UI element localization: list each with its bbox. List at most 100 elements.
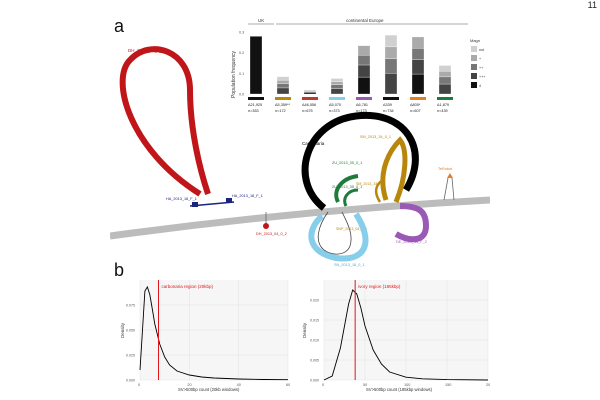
y-tick-label: 0.075 [126, 303, 135, 307]
legend-label: 4 [479, 84, 481, 88]
blue-sv-label-right: HA_2013_18_F_1 [232, 194, 263, 198]
legend-label: +++ [479, 75, 485, 79]
y-axis-label: Population frequency [231, 51, 237, 98]
gold-small-label: SM_2013_34_0_1 [356, 182, 385, 186]
category-n: n=172 [275, 109, 286, 113]
y-tick-label: 0.000 [310, 378, 319, 382]
orange-sv-label: TeRobot [438, 167, 453, 171]
right-margin [490, 0, 600, 400]
legend-label: not [479, 48, 484, 52]
density-curve [139, 285, 289, 381]
blue-sv-label-left: HA_2013_18_F_1 [166, 197, 197, 201]
category-label: Δ5,359** [275, 103, 291, 107]
chromosome-backbone [110, 196, 490, 240]
category-label: Δ46,556 [302, 103, 316, 107]
x-axis-label: SV>500bp count (20kb windows) [178, 387, 240, 392]
category-label: Δ339 [383, 103, 392, 107]
x-tick-label: 200 [486, 383, 490, 387]
tan-sv-outline [317, 211, 352, 255]
gold-sv-loop [380, 136, 408, 203]
purple-sv-label: DE_2013_14_F_2 [396, 240, 427, 244]
category-n: n=439 [437, 109, 448, 113]
panel-b-letter: b [114, 260, 125, 280]
y-tick-label: 0.020 [310, 298, 319, 302]
category-n: n=607 [410, 109, 421, 113]
category-label: Δ21,925 [248, 103, 262, 107]
y-tick-label: 0.1 [239, 72, 244, 76]
legend-swatch [471, 82, 477, 88]
category-color-swatch [356, 97, 372, 100]
left-margin [0, 0, 110, 400]
tan-sv-label: SNP_2013_04_0_1 [336, 227, 367, 231]
x-tick-label: 100 [404, 383, 410, 387]
x-tick-label: 20 [187, 383, 191, 387]
y-ticks: 0.0 0.1 0.2 0.3 [239, 31, 244, 97]
category-label: Δ6,781 [356, 103, 368, 107]
legend-swatch [471, 55, 477, 61]
bars [249, 34, 452, 95]
carbonaria-label: Carbonaria [302, 141, 325, 146]
orange-sv-marker [447, 173, 453, 178]
region-label: ivory region (185kbp) [358, 284, 401, 289]
category-color-swatch [410, 97, 426, 100]
category-labels: Δ21,925 n=353 Δ5,359** n=172 Δ46,556 n=675 Δ5,… [248, 97, 453, 113]
green-bottom-label: ZU_2013_05_0_1 [332, 185, 362, 189]
bar-segment [276, 76, 290, 81]
bar-segment [330, 78, 344, 82]
x-ticks: 0 20 40 60 [138, 383, 290, 387]
europe-group-label: continental Europe [346, 18, 384, 23]
legend-swatch [471, 73, 477, 79]
density-plot-carbonaria: 0 20 40 60 0.000 0.025 0.050 0.075 carbonaria … [120, 280, 290, 392]
x-tick-label: 0 [138, 383, 140, 387]
category-n: n=353 [248, 109, 259, 113]
green-sv-top [334, 174, 359, 203]
large-deletion-label: DH_2013_04_0_2 [128, 48, 165, 53]
category-color-swatch [329, 97, 345, 100]
y-tick-label: 0.3 [239, 31, 244, 35]
legend-swatch [471, 64, 477, 70]
category-n: n=675 [302, 109, 313, 113]
category-n: n=173 [356, 109, 367, 113]
legend-label: ++ [479, 66, 483, 70]
density-plot-ivory: 0 50 100 150 200 0.000 0.005 0.010 0.015 0.020 i… [302, 280, 490, 392]
uk-group-label: UK [258, 18, 264, 23]
x-tick-label: 0 [322, 383, 324, 387]
legend-label: + [479, 57, 481, 61]
y-tick-label: 0.000 [126, 378, 135, 382]
bar-segment [384, 34, 398, 48]
category-label: Δ805* [410, 103, 421, 107]
y-axis-label: Density [302, 322, 307, 338]
x-tick-label: 60 [286, 383, 290, 387]
bar-segment [303, 90, 317, 92]
region-label: carbonaria region (20kbp) [162, 284, 214, 289]
category-color-swatch [437, 97, 453, 100]
green-top-label: ZU_2013_05_0_1 [332, 161, 362, 165]
y-tick-label: 0.050 [126, 328, 135, 332]
y-tick-label: 0.015 [310, 318, 319, 322]
gold-small-sv [374, 178, 385, 203]
x-tick-label: 150 [445, 383, 451, 387]
red-insertion-dot [263, 223, 269, 229]
panel-a-letter: a [114, 16, 125, 36]
y-axis-label: Density [120, 322, 125, 338]
density-curve [323, 289, 489, 381]
population-frequency-chart: UK continental Europe Population frequen… [231, 18, 485, 113]
category-color-swatch [248, 97, 264, 100]
y-tick-label: 0.2 [239, 51, 244, 55]
purple-sv-loop [394, 203, 430, 243]
page-number: 11 [587, 0, 597, 10]
legend: not++++++4 [471, 46, 485, 88]
category-color-swatch [275, 97, 291, 100]
bar-segment [357, 45, 371, 56]
y-tick-label: 0.0 [239, 93, 244, 97]
large-deletion-loop [119, 46, 211, 197]
x-tick-label: 50 [363, 383, 367, 387]
x-axis-label: SV>500bp count (185kbp windows) [366, 387, 433, 392]
red-insertion-label: DH_2013_04_0_2 [256, 232, 287, 236]
gold-sv-label: SM_2013_34_0_1 [360, 135, 391, 139]
blue-sv-marker-left [192, 202, 198, 207]
category-label: Δ5,070 [329, 103, 341, 107]
y-tick-label: 0.005 [310, 358, 319, 362]
y-ticks: 0.000 0.005 0.010 0.015 0.020 [310, 298, 319, 382]
